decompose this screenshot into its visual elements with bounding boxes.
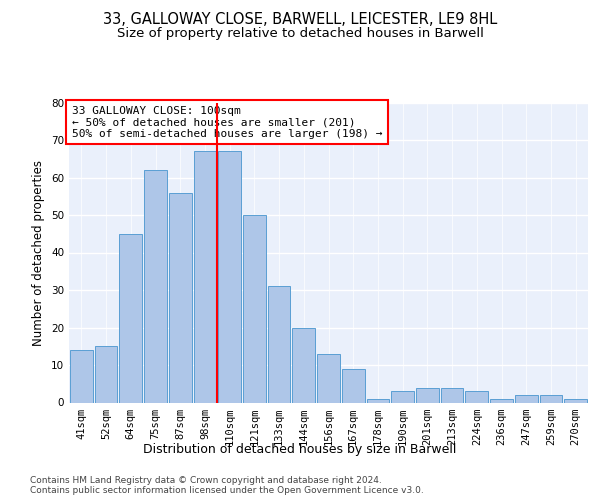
Bar	[342, 369, 365, 402]
Bar	[292, 328, 315, 402]
Bar	[317, 354, 340, 403]
Text: Distribution of detached houses by size in Barwell: Distribution of detached houses by size …	[143, 442, 457, 456]
Text: Size of property relative to detached houses in Barwell: Size of property relative to detached ho…	[116, 28, 484, 40]
Bar	[169, 192, 191, 402]
Bar	[466, 391, 488, 402]
Text: 33, GALLOWAY CLOSE, BARWELL, LEICESTER, LE9 8HL: 33, GALLOWAY CLOSE, BARWELL, LEICESTER, …	[103, 12, 497, 28]
Bar	[515, 395, 538, 402]
Bar	[194, 151, 216, 403]
Bar	[243, 215, 266, 402]
Text: Contains HM Land Registry data © Crown copyright and database right 2024.
Contai: Contains HM Land Registry data © Crown c…	[30, 476, 424, 495]
Bar	[268, 286, 290, 403]
Bar	[539, 395, 562, 402]
Bar	[367, 399, 389, 402]
Y-axis label: Number of detached properties: Number of detached properties	[32, 160, 46, 346]
Bar	[144, 170, 167, 402]
Bar	[416, 388, 439, 402]
Bar	[490, 399, 513, 402]
Bar	[119, 234, 142, 402]
Bar	[391, 391, 414, 402]
Bar	[70, 350, 93, 403]
Bar	[441, 388, 463, 402]
Bar	[95, 346, 118, 403]
Text: 33 GALLOWAY CLOSE: 100sqm
← 50% of detached houses are smaller (201)
50% of semi: 33 GALLOWAY CLOSE: 100sqm ← 50% of detac…	[71, 106, 382, 138]
Bar	[218, 151, 241, 403]
Bar	[564, 399, 587, 402]
